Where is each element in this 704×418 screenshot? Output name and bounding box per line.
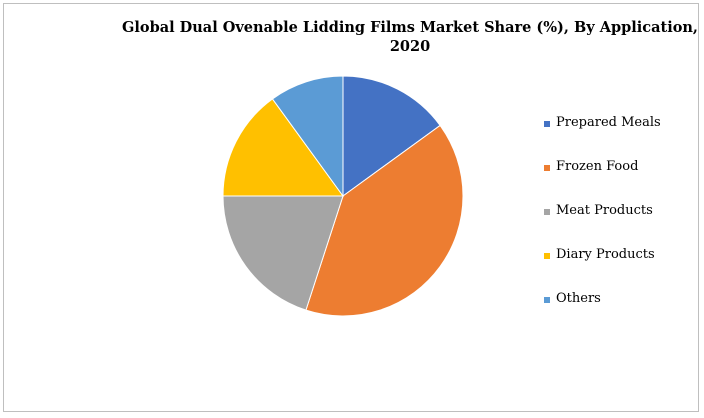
chart-title: Global Dual Ovenable Lidding Films Marke…	[120, 18, 700, 56]
pie-slice-meat-products	[222, 195, 344, 311]
legend-swatch	[544, 209, 550, 215]
pie-slice-others	[271, 75, 344, 198]
legend-swatch	[544, 165, 550, 171]
pie-slice-frozen-food	[305, 124, 464, 317]
legend-label: Frozen Food	[556, 159, 639, 174]
chart-title-line2: 2020	[389, 38, 431, 55]
legend-swatch	[544, 297, 550, 303]
legend-swatch	[544, 121, 550, 127]
legend-label: Prepared Meals	[556, 115, 661, 130]
chart-title-line1: Global Dual Ovenable Lidding Films Marke…	[122, 19, 698, 36]
legend-label: Meat Products	[556, 203, 653, 218]
legend-swatch	[544, 253, 550, 259]
legend-label: Others	[556, 291, 601, 306]
legend-label: Diary Products	[556, 247, 655, 262]
pie-slice-prepared-meals	[342, 75, 441, 197]
pie-slice-diary-products	[222, 98, 344, 197]
